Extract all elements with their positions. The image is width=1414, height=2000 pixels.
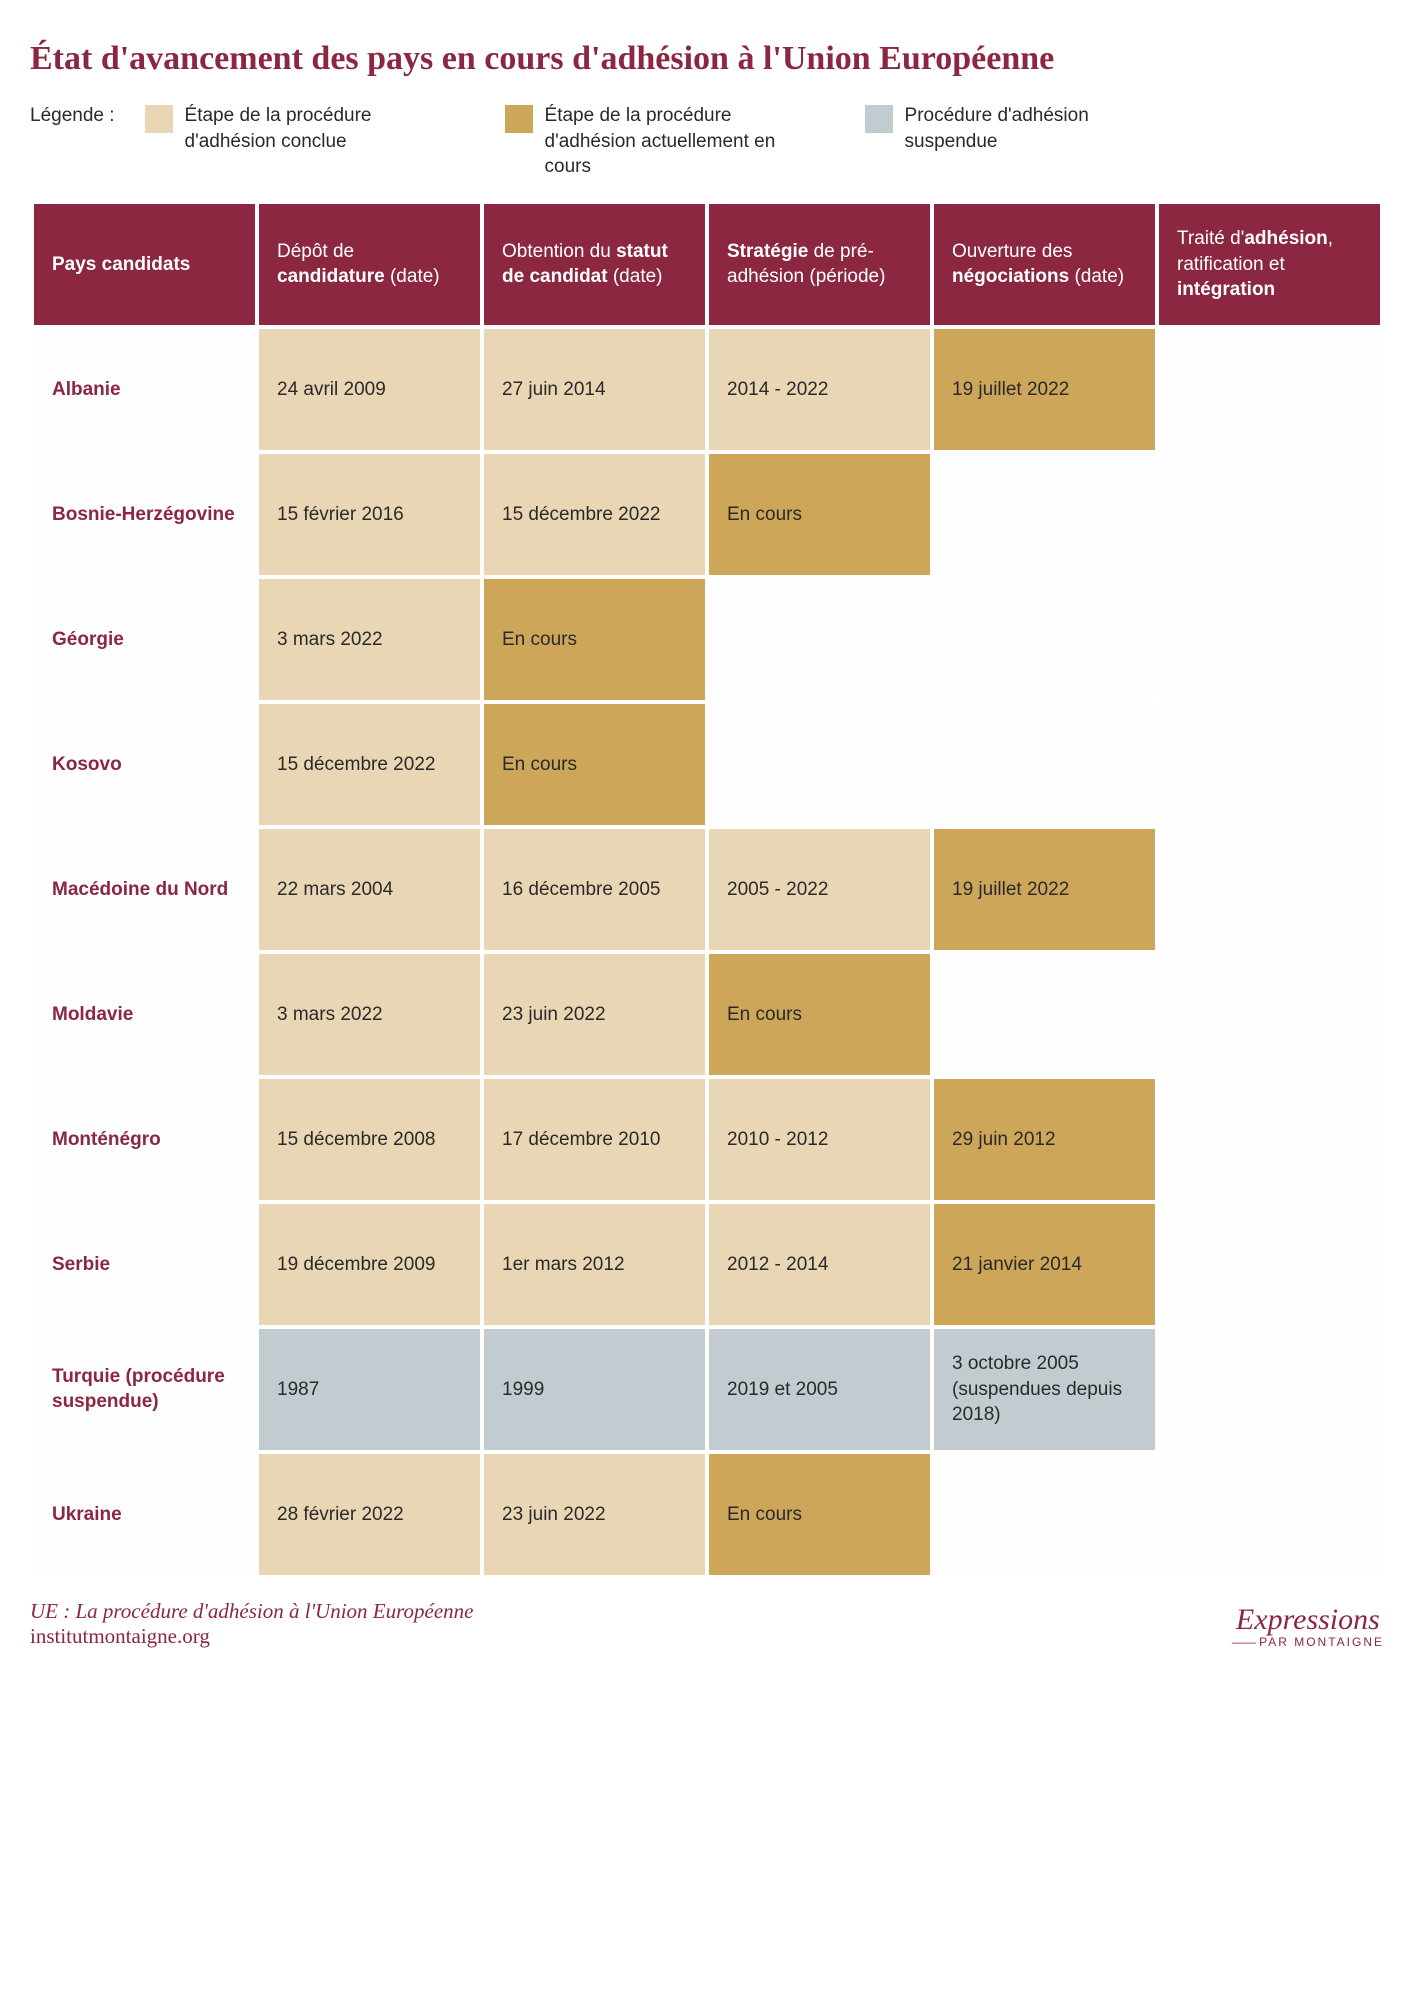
table-row: Géorgie3 mars 2022En cours — [32, 577, 1382, 702]
footer: UE : La procédure d'adhésion à l'Union E… — [30, 1599, 1384, 1649]
country-cell: Serbie — [32, 1202, 257, 1327]
data-cell: 27 juin 2014 — [482, 327, 707, 452]
data-cell: 1999 — [482, 1327, 707, 1452]
legend-label: Légende : — [30, 103, 115, 127]
country-cell: Moldavie — [32, 952, 257, 1077]
country-cell: Géorgie — [32, 577, 257, 702]
data-cell — [1157, 827, 1382, 952]
data-cell: En cours — [707, 952, 932, 1077]
country-cell: Turquie (procédure suspendue) — [32, 1327, 257, 1452]
data-cell — [1157, 1327, 1382, 1452]
table-row: Bosnie-Herzégovine15 février 201615 déce… — [32, 452, 1382, 577]
brand-bottom: PAR MONTAIGNE — [1232, 1635, 1384, 1649]
data-cell: 22 mars 2004 — [257, 827, 482, 952]
legend: Légende : Étape de la procédure d'adhési… — [30, 103, 1384, 180]
data-cell — [707, 702, 932, 827]
country-cell: Macédoine du Nord — [32, 827, 257, 952]
col-negotiations: Ouverture des négociations (date) — [932, 202, 1157, 327]
data-cell: 15 décembre 2022 — [482, 452, 707, 577]
data-cell — [932, 1452, 1157, 1577]
data-cell — [1157, 327, 1382, 452]
legend-swatch — [865, 105, 893, 133]
legend-item: Étape de la procédure d'adhésion actuell… — [505, 103, 825, 180]
data-cell: En cours — [482, 577, 707, 702]
data-cell: 17 décembre 2010 — [482, 1077, 707, 1202]
data-cell: 15 février 2016 — [257, 452, 482, 577]
table-row: Monténégro15 décembre 200817 décembre 20… — [32, 1077, 1382, 1202]
table-row: Ukraine28 février 202223 juin 2022En cou… — [32, 1452, 1382, 1577]
data-cell — [1157, 1077, 1382, 1202]
data-cell: 15 décembre 2008 — [257, 1077, 482, 1202]
data-cell: 19 juillet 2022 — [932, 327, 1157, 452]
table-row: Kosovo15 décembre 2022En cours — [32, 702, 1382, 827]
data-cell: En cours — [707, 1452, 932, 1577]
legend-swatch — [145, 105, 173, 133]
table-row: Moldavie3 mars 202223 juin 2022En cours — [32, 952, 1382, 1077]
accession-table: Pays candidatsDépôt de candidature (date… — [30, 200, 1384, 1579]
data-cell — [1157, 452, 1382, 577]
data-cell — [1157, 952, 1382, 1077]
data-cell: 2005 - 2022 — [707, 827, 932, 952]
col-treaty: Traité d'adhésion, ratification et intég… — [1157, 202, 1382, 327]
legend-text: Procédure d'adhésion suspendue — [905, 103, 1185, 154]
data-cell: 24 avril 2009 — [257, 327, 482, 452]
data-cell: 29 juin 2012 — [932, 1077, 1157, 1202]
data-cell — [1157, 702, 1382, 827]
data-cell: En cours — [707, 452, 932, 577]
data-cell: 23 juin 2022 — [482, 952, 707, 1077]
data-cell: 15 décembre 2022 — [257, 702, 482, 827]
data-cell: 19 décembre 2009 — [257, 1202, 482, 1327]
country-cell: Ukraine — [32, 1452, 257, 1577]
col-strategy: Stratégie de pré-adhésion (période) — [707, 202, 932, 327]
table-row: Macédoine du Nord22 mars 200416 décembre… — [32, 827, 1382, 952]
data-cell: 21 janvier 2014 — [932, 1202, 1157, 1327]
country-cell: Kosovo — [32, 702, 257, 827]
data-cell: 2019 et 2005 — [707, 1327, 932, 1452]
footer-title: UE : La procédure d'adhésion à l'Union E… — [30, 1599, 474, 1624]
data-cell: 23 juin 2022 — [482, 1452, 707, 1577]
legend-text: Étape de la procédure d'adhésion actuell… — [545, 103, 825, 180]
table-row: Albanie24 avril 200927 juin 20142014 - 2… — [32, 327, 1382, 452]
data-cell: 2014 - 2022 — [707, 327, 932, 452]
country-cell: Bosnie-Herzégovine — [32, 452, 257, 577]
legend-swatch — [505, 105, 533, 133]
brand-logo: Expressions PAR MONTAIGNE — [1232, 1603, 1384, 1649]
data-cell: 1987 — [257, 1327, 482, 1452]
data-cell — [932, 452, 1157, 577]
table-body: Albanie24 avril 200927 juin 20142014 - 2… — [32, 327, 1382, 1577]
data-cell — [1157, 1452, 1382, 1577]
data-cell — [707, 577, 932, 702]
data-cell — [1157, 577, 1382, 702]
data-cell: 3 octobre 2005 (suspendues depuis 2018) — [932, 1327, 1157, 1452]
table-row: Turquie (procédure suspendue)19871999201… — [32, 1327, 1382, 1452]
data-cell: 3 mars 2022 — [257, 577, 482, 702]
data-cell: En cours — [482, 702, 707, 827]
country-cell: Monténégro — [32, 1077, 257, 1202]
col-status: Obtention du statut de candidat (date) — [482, 202, 707, 327]
data-cell: 16 décembre 2005 — [482, 827, 707, 952]
data-cell — [932, 577, 1157, 702]
legend-text: Étape de la procédure d'adhésion conclue — [185, 103, 465, 154]
data-cell: 2010 - 2012 — [707, 1077, 932, 1202]
legend-item: Étape de la procédure d'adhésion conclue — [145, 103, 465, 180]
data-cell: 19 juillet 2022 — [932, 827, 1157, 952]
data-cell: 1er mars 2012 — [482, 1202, 707, 1327]
table-header-row: Pays candidatsDépôt de candidature (date… — [32, 202, 1382, 327]
data-cell — [1157, 1202, 1382, 1327]
page-title: État d'avancement des pays en cours d'ad… — [30, 40, 1384, 78]
country-cell: Albanie — [32, 327, 257, 452]
table-row: Serbie19 décembre 20091er mars 20122012 … — [32, 1202, 1382, 1327]
col-country: Pays candidats — [32, 202, 257, 327]
data-cell — [932, 952, 1157, 1077]
data-cell — [932, 702, 1157, 827]
data-cell: 3 mars 2022 — [257, 952, 482, 1077]
brand-top: Expressions — [1232, 1603, 1384, 1637]
data-cell: 2012 - 2014 — [707, 1202, 932, 1327]
footer-site: institutmontaigne.org — [30, 1624, 474, 1649]
legend-item: Procédure d'adhésion suspendue — [865, 103, 1185, 180]
data-cell: 28 février 2022 — [257, 1452, 482, 1577]
col-application: Dépôt de candidature (date) — [257, 202, 482, 327]
